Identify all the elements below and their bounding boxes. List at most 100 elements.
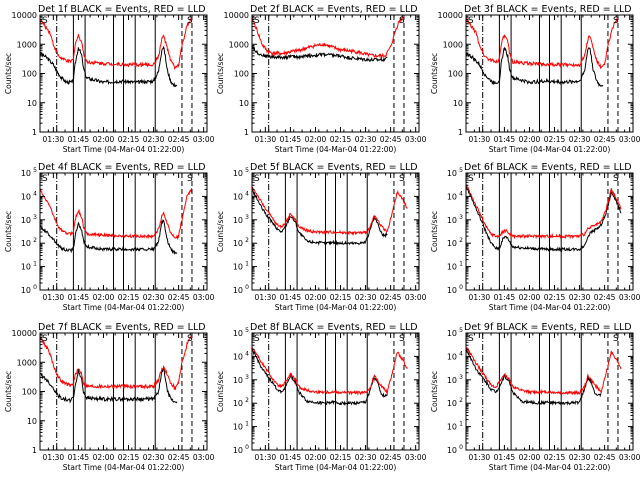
- corner-mark-left: S: [254, 174, 260, 184]
- y-tick-label: 10: [21, 286, 31, 295]
- x-tick-label: 02:00: [519, 453, 541, 462]
- x-tick-label: 02:45: [380, 453, 402, 462]
- x-axis-label: Start Time (04-Mar-04 01:22:00): [63, 463, 185, 472]
- y-tick-exponent: 5: [33, 167, 37, 174]
- x-tick-label: 02:15: [544, 293, 566, 302]
- panel-det-1f: Det 1f BLACK = Events, RED = LLD Counts/s…: [4, 4, 215, 154]
- x-tick-label: 02:15: [118, 293, 140, 302]
- y-tick-exponent: 4: [459, 190, 463, 197]
- x-tick-label: 03:00: [405, 293, 427, 302]
- y-axis-label: Counts/sec: [430, 211, 439, 252]
- y-tick-exponent: 0: [245, 444, 249, 451]
- corner-mark-right: S: [399, 174, 405, 184]
- y-tick-label: 10000: [12, 329, 37, 338]
- y-tick-label: 10: [447, 216, 457, 225]
- x-tick-label: 03:00: [619, 453, 640, 462]
- y-tick-label: 10: [233, 169, 243, 178]
- x-tick-label: 01:45: [494, 453, 516, 462]
- x-tick-label: 02:30: [569, 453, 591, 462]
- x-tick-label: 02:30: [143, 453, 165, 462]
- series-events-line: [252, 188, 388, 246]
- x-tick-label: 02:30: [569, 293, 591, 302]
- corner-mark-left: S: [42, 174, 48, 184]
- x-tick-label: 01:30: [43, 293, 65, 302]
- y-tick-label: 10: [21, 169, 31, 178]
- x-tick-label: 03:00: [193, 453, 215, 462]
- y-tick-exponent: 5: [459, 327, 463, 334]
- x-tick-label: 02:15: [544, 135, 566, 144]
- y-tick-label: 10: [27, 99, 37, 108]
- x-tick-label: 02:15: [118, 135, 140, 144]
- series-lld-line: [466, 17, 619, 70]
- series-lld-line: [252, 16, 405, 59]
- y-tick-label: 10: [447, 446, 457, 455]
- x-tick-label: 01:30: [43, 453, 65, 462]
- x-tick-label: 02:00: [305, 293, 327, 302]
- panel-title: Det 9f BLACK = Events, RED = LLD: [464, 322, 632, 333]
- x-tick-label: 03:00: [405, 135, 427, 144]
- x-tick-label: 02:15: [330, 135, 352, 144]
- y-axis-label: Counts/sec: [216, 371, 225, 412]
- y-tick-label: 10: [233, 352, 243, 361]
- x-tick-label: 02:45: [594, 135, 616, 144]
- corner-mark-left: S: [254, 334, 260, 344]
- y-tick-exponent: 4: [33, 190, 37, 197]
- y-tick-label: 1: [32, 446, 37, 455]
- y-tick-label: 1000: [17, 358, 37, 367]
- y-tick-exponent: 1: [245, 421, 249, 428]
- y-tick-label: 1: [32, 128, 37, 137]
- y-tick-exponent: 2: [245, 397, 249, 404]
- x-tick-label: 02:00: [519, 293, 541, 302]
- panel-title: Det 6f BLACK = Events, RED = LLD: [464, 162, 632, 173]
- y-tick-label: 100: [22, 388, 37, 397]
- y-axis-label: Counts/sec: [216, 211, 225, 252]
- plot-area: [252, 173, 408, 290]
- y-tick-label: 10: [21, 216, 31, 225]
- y-tick-label: 10: [453, 99, 463, 108]
- x-tick-label: 02:15: [330, 293, 352, 302]
- y-tick-exponent: 4: [459, 350, 463, 357]
- x-tick-label: 01:30: [469, 293, 491, 302]
- y-tick-label: 1000: [229, 40, 249, 49]
- y-axis-label: Counts/sec: [216, 53, 225, 94]
- y-tick-label: 10: [447, 376, 457, 385]
- panel-title: Det 8f BLACK = Events, RED = LLD: [250, 322, 418, 333]
- y-tick-exponent: 1: [459, 261, 463, 268]
- y-tick-label: 10: [233, 263, 243, 272]
- y-tick-exponent: 2: [33, 237, 37, 244]
- y-tick-label: 100: [448, 70, 463, 79]
- series-lld-line: [466, 184, 622, 240]
- x-tick-label: 02:00: [93, 293, 115, 302]
- panel-det-5f: Det 5f BLACK = Events, RED = LLD Counts/s…: [216, 162, 427, 312]
- y-tick-label: 10: [233, 423, 243, 432]
- series-lld-line: [252, 347, 408, 396]
- corner-mark-right: S: [399, 16, 405, 26]
- plot-area: [40, 333, 193, 450]
- x-tick-label: 01:30: [255, 293, 277, 302]
- plot-area: [252, 333, 408, 450]
- x-tick-label: 01:45: [68, 453, 90, 462]
- y-tick-exponent: 1: [245, 261, 249, 268]
- y-tick-exponent: 5: [245, 327, 249, 334]
- x-axis-label: Start Time (04-Mar-04 01:22:00): [63, 145, 185, 154]
- y-tick-label: 10: [21, 239, 31, 248]
- y-tick-label: 1000: [443, 40, 463, 49]
- panel-det-7f: Det 7f BLACK = Events, RED = LLD Counts/s…: [4, 322, 215, 472]
- corner-mark-right: S: [613, 334, 619, 344]
- panel-title: Det 2f BLACK = Events, RED = LLD: [250, 4, 418, 15]
- x-tick-label: 02:00: [305, 135, 327, 144]
- x-axis-label: Start Time (04-Mar-04 01:22:00): [489, 303, 611, 312]
- panel-title: Det 7f BLACK = Events, RED = LLD: [38, 322, 206, 333]
- y-tick-label: 10: [447, 192, 457, 201]
- x-axis-label: Start Time (04-Mar-04 01:22:00): [275, 303, 397, 312]
- series-lld-line: [252, 186, 408, 236]
- corner-mark-right: S: [613, 16, 619, 26]
- series-events-line: [40, 367, 178, 404]
- x-tick-label: 02:30: [355, 453, 377, 462]
- y-tick-exponent: 1: [33, 261, 37, 268]
- corner-mark-right: S: [187, 174, 193, 184]
- x-axis-label: Start Time (04-Mar-04 01:22:00): [275, 145, 397, 154]
- x-tick-label: 01:30: [255, 135, 277, 144]
- series-lld-line: [466, 346, 622, 396]
- x-tick-label: 02:30: [143, 293, 165, 302]
